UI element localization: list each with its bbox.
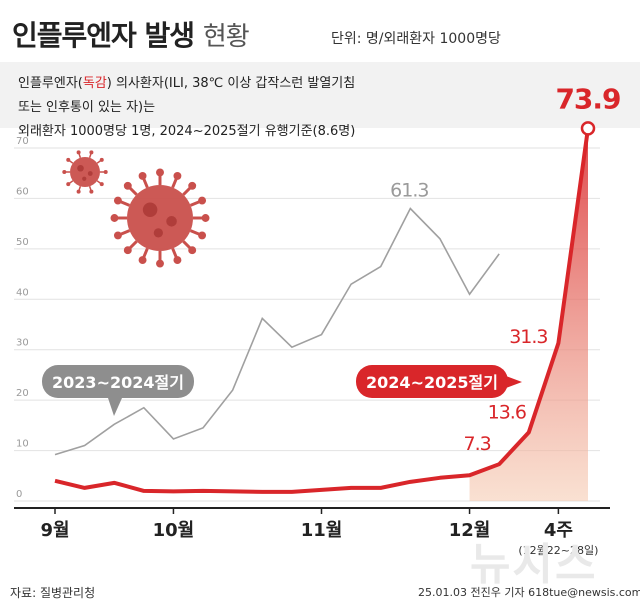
virus-body xyxy=(70,157,100,187)
virus-spot xyxy=(87,171,93,176)
badge-2023-2024 xyxy=(42,365,194,398)
data-label-2024-2025: 7.3 xyxy=(464,433,491,455)
area-2024-2025 xyxy=(469,128,588,501)
badge-pointer-2023-2024 xyxy=(108,398,122,416)
y-tick-label: 10 xyxy=(16,439,29,450)
peak-marker xyxy=(580,121,596,136)
source-label: 자료: 질병관리청 xyxy=(10,586,96,600)
x-tick-label: 10월 xyxy=(153,520,195,541)
virus-spike-tip xyxy=(173,256,182,265)
x-tick-label: 12월 xyxy=(449,520,491,541)
virus-spike-tip xyxy=(99,157,104,162)
virus-spot xyxy=(142,202,158,218)
virus-spike-tip xyxy=(76,150,81,155)
virus-spike-tip xyxy=(156,168,164,177)
virus-spike-tip xyxy=(113,231,122,240)
series-labels: 2023~2024절기 2024~2025절기 xyxy=(42,365,522,416)
y-tick-label: 50 xyxy=(16,237,29,248)
x-tick-sub-label: (12월22~28일) xyxy=(518,543,598,557)
virus-spike-tip xyxy=(201,214,210,222)
virus-spot xyxy=(166,216,177,227)
x-axis: 9월 10월 11월 12월 4주 (12월22~28일) xyxy=(14,507,610,557)
virus-spot xyxy=(77,164,84,172)
note-box: 인플루엔자(독감) 의사환자(ILI, 38℃ 이상 갑작스런 발열기침 또는 … xyxy=(18,72,358,144)
title-main: 인플루엔자 발생 xyxy=(12,19,195,52)
x-tick-label: 9월 xyxy=(40,520,69,541)
badge-pointer-2024-2025 xyxy=(506,376,522,388)
grid: 0 10 20 30 40 50 60 70 xyxy=(14,136,600,502)
page-title: 인플루엔자 발생 현황 xyxy=(12,14,250,54)
series-2024-2025: 7.3 13.6 31.3 73.9 xyxy=(54,82,622,501)
data-label-2024-2025: 13.6 xyxy=(488,401,526,423)
unit-label: 단위: 명/외래환자 1000명당 xyxy=(331,31,501,47)
badge-2024-2025 xyxy=(356,365,508,398)
virus-spike-tip xyxy=(198,196,207,205)
y-tick-label: 70 xyxy=(16,136,29,147)
title-sub: 현황 xyxy=(202,22,250,52)
virus-spot xyxy=(82,176,87,181)
y-tick-label: 0 xyxy=(16,489,22,500)
virus-icon xyxy=(62,150,108,194)
label-2024-2025: 2024~2025절기 xyxy=(366,373,498,392)
y-tick-label: 30 xyxy=(16,338,29,349)
virus-spike-tip xyxy=(198,231,207,240)
virus-spike-tip xyxy=(110,214,119,222)
virus-spike-tip xyxy=(123,181,132,190)
note-line1-a: 인플루엔자( xyxy=(18,76,83,91)
note-highlight: 독감 xyxy=(82,76,107,91)
virus-spike-tip xyxy=(62,170,67,174)
virus-spike-tip xyxy=(99,182,104,187)
virus-spot xyxy=(153,228,163,238)
y-tick-label: 40 xyxy=(16,287,29,298)
virus-spike-tip xyxy=(123,246,132,255)
note-line1-b: ) 의사환자(ILI, 38℃ 이상 갑작스런 발열기침 또는 인후통이 있는 … xyxy=(18,76,356,115)
note-band xyxy=(0,62,640,128)
label-peak-2023-2024: 61.3 xyxy=(390,180,428,202)
label-2023-2024: 2023~2024절기 xyxy=(52,373,184,392)
data-label-2024-2025: 73.9 xyxy=(555,82,620,115)
virus-spike-tip xyxy=(76,189,81,194)
virus-spike-tip xyxy=(89,189,94,194)
virus-spike-tip xyxy=(188,246,197,255)
x-tick-label: 4주 xyxy=(544,520,573,541)
virus-spike-tip xyxy=(156,259,164,268)
x-tick-label: 11월 xyxy=(301,520,343,541)
virus-spike-tip xyxy=(173,171,182,180)
note-line2: 외래환자 1000명당 1명, 2024~2025절기 유행기준(8.6명) xyxy=(18,124,356,139)
virus-spike-tip xyxy=(138,256,147,265)
virus-icon xyxy=(110,168,210,268)
virus-spike-tip xyxy=(113,196,122,205)
watermark: 뉴시스 xyxy=(470,539,598,590)
series-2023-2024: 61.3 xyxy=(54,180,500,456)
virus-spike-tip xyxy=(138,171,147,180)
virus-body xyxy=(127,185,193,251)
line-2023-2024 xyxy=(54,207,500,456)
credit-label: 25.01.03 전진우 기자 618tue@newsis.com xyxy=(418,586,640,599)
y-tick-label: 20 xyxy=(16,388,29,399)
virus-spike-tip xyxy=(66,157,71,162)
data-label-2024-2025: 31.3 xyxy=(509,326,547,348)
virus-spike-tip xyxy=(188,181,197,190)
y-tick-label: 60 xyxy=(16,186,29,197)
virus-spike-tip xyxy=(89,150,94,155)
virus-spike-tip xyxy=(103,170,108,174)
line-2024-2025 xyxy=(54,128,590,494)
virus-spike-tip xyxy=(66,182,71,187)
